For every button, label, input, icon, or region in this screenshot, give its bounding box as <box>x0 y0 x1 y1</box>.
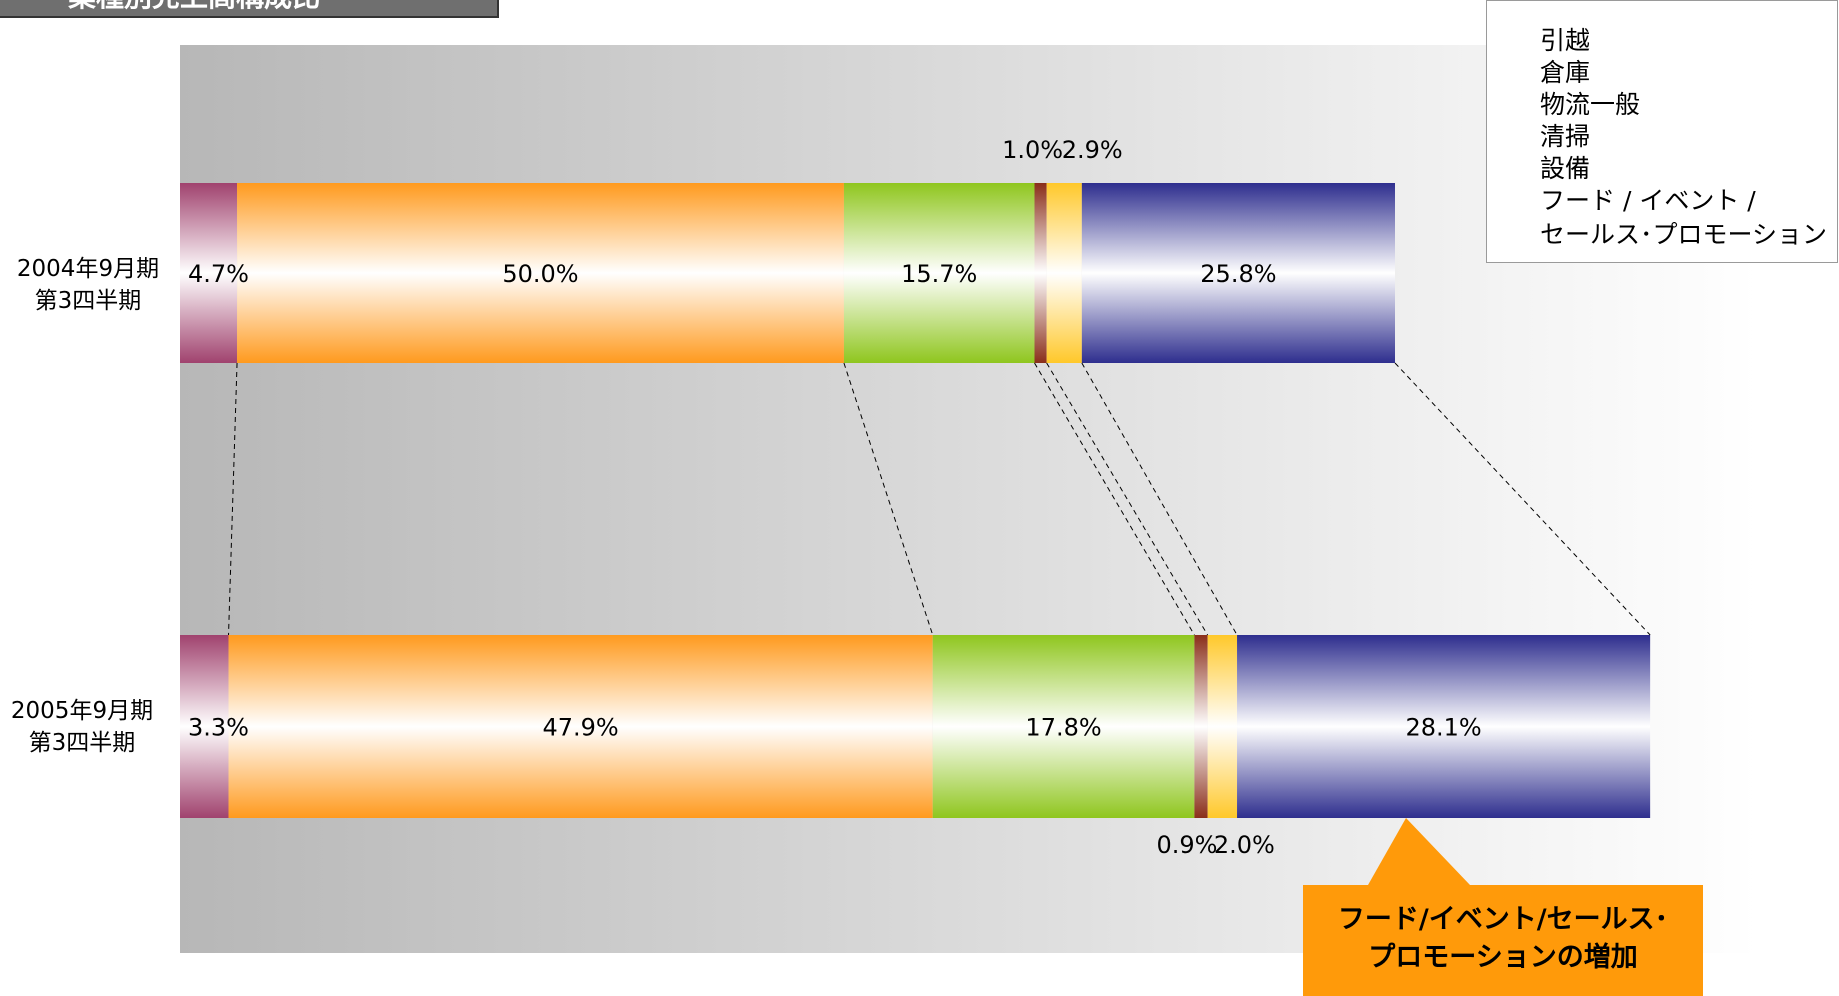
bar-2005-series-0 <box>180 635 229 818</box>
data-label-2004-series-3: 1.0% <box>1002 136 1063 164</box>
data-label-2005-series-3: 0.9% <box>1157 831 1218 859</box>
bar-2005-series-3 <box>1194 635 1208 818</box>
bar-2005-series-5 <box>1237 635 1651 818</box>
legend-item-setsubi: 設備 <box>1540 154 1591 183</box>
callout-line2: プロモーションの増加 <box>1368 942 1638 973</box>
legend-item-sales-promotion: セールス･プロモーション <box>1540 220 1828 249</box>
connector-line-3 <box>1034 362 1195 636</box>
data-label-2005-series-2: 17.8% <box>1025 714 1101 742</box>
legend-item-food-event: フード / イベント / <box>1540 186 1756 215</box>
category-label-2005-line2: 第3四半期 <box>28 730 136 756</box>
legend-item-hikkoshi: 引越 <box>1540 26 1591 55</box>
legend-item-seisou: 清掃 <box>1540 122 1591 151</box>
bar-2004-series-3 <box>1034 183 1047 363</box>
bar-2005-series-2 <box>932 635 1195 818</box>
data-label-2004-series-1: 50.0% <box>502 260 578 288</box>
category-label-2004-line1: 2004年9月期 <box>16 256 160 282</box>
callout-text: フード/イベント/セールス･ プロモーションの増加 <box>1303 901 1703 977</box>
data-label-2005-series-5: 28.1% <box>1405 714 1481 742</box>
callout-pointer <box>1368 818 1470 885</box>
data-label-2004-series-4: 2.9% <box>1062 136 1123 164</box>
category-label-2004: 2004年9月期 第3四半期 <box>8 253 168 317</box>
data-label-2005-series-0: 3.3% <box>188 714 249 742</box>
bar-2004-series-2 <box>843 183 1035 363</box>
bar-2004-series-4 <box>1046 183 1082 363</box>
connector-line-4 <box>1046 362 1209 636</box>
category-label-2005-line1: 2005年9月期 <box>10 698 154 724</box>
bar-2004-series-5 <box>1081 183 1395 363</box>
legend-item-butsuryu: 物流一般 <box>1540 90 1641 119</box>
legend: 引越 倉庫 物流一般 清掃 設備 フード / イベント / セールス･プロモーシ… <box>1486 0 1838 263</box>
data-label-2005-series-1: 47.9% <box>542 714 618 742</box>
bar-2004-series-0 <box>180 183 238 363</box>
data-label-2005-series-4: 2.0% <box>1214 831 1275 859</box>
chart-title: 業種別売上高構成比 <box>0 0 499 18</box>
bar-2005-series-1 <box>228 635 933 818</box>
bar-2005-series-4 <box>1207 635 1238 818</box>
category-label-2004-line2: 第3四半期 <box>34 288 142 314</box>
bar-2004-series-1 <box>237 183 844 363</box>
category-label-2005: 2005年9月期 第3四半期 <box>2 695 162 759</box>
connector-line-1 <box>228 362 238 636</box>
connector-line-2 <box>843 362 934 636</box>
callout-box <box>1303 885 1703 996</box>
legend-item-souko: 倉庫 <box>1540 58 1591 87</box>
data-label-2004-series-0: 4.7% <box>188 260 249 288</box>
data-label-2004-series-2: 15.7% <box>901 260 977 288</box>
callout-line1: フード/イベント/セールス･ <box>1337 904 1669 935</box>
data-label-2004-series-5: 25.8% <box>1200 260 1276 288</box>
connector-line-5 <box>1081 362 1238 636</box>
connector-line-6 <box>1394 362 1651 636</box>
